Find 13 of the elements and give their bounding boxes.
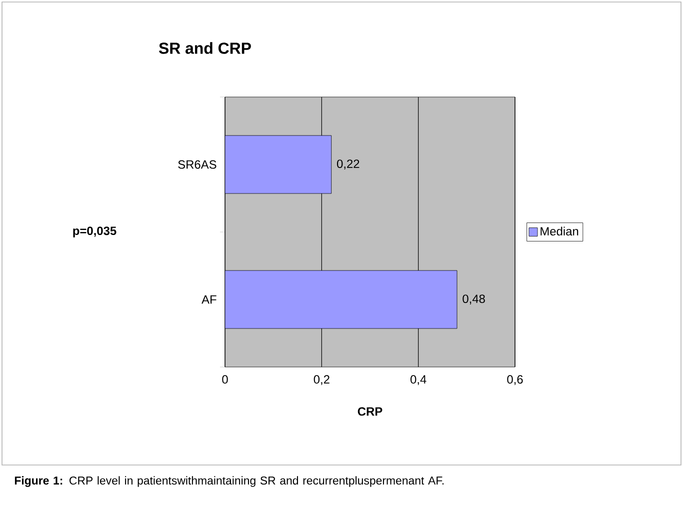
text: Figure 1: CRP level in patientswithmaintaining SR and recurrentpluspermenant AF. bbox=[14, 476, 444, 487]
data-label: 0,22 bbox=[336, 160, 360, 170]
x-axis-title: CRP bbox=[358, 407, 382, 416]
text: p=0,035 bbox=[73, 226, 116, 238]
legend-label: Median bbox=[540, 226, 578, 236]
x-tick-label: 0,6 bbox=[507, 375, 523, 386]
data-label: 0,48 bbox=[462, 294, 485, 304]
x-tick-label: 0,4 bbox=[410, 375, 426, 386]
y-tick-label: AF bbox=[202, 295, 216, 304]
x-tick-label: 0,2 bbox=[314, 375, 330, 386]
y-tick-label: SR6AS bbox=[178, 160, 216, 169]
chart-title: SR and CRP bbox=[158, 42, 251, 54]
x-tick-label: 0 bbox=[222, 375, 228, 384]
